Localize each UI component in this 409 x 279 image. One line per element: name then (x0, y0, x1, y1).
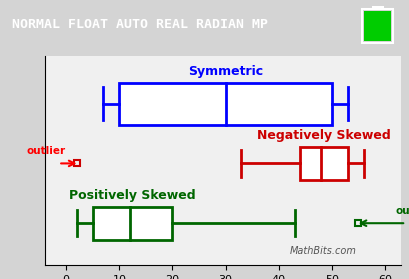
Text: Negatively Skewed: Negatively Skewed (257, 129, 391, 142)
Text: Positively Skewed: Positively Skewed (69, 189, 196, 202)
Text: NORMAL FLOAT AUTO REAL RADIAN MP: NORMAL FLOAT AUTO REAL RADIAN MP (12, 18, 268, 31)
FancyBboxPatch shape (364, 11, 391, 41)
Text: outlier: outlier (27, 146, 65, 157)
Text: Symmetric: Symmetric (188, 65, 263, 78)
Bar (300, 147, 348, 180)
Bar (93, 207, 173, 240)
Text: outlier: outlier (396, 206, 409, 216)
Text: MathBits.com: MathBits.com (289, 246, 356, 256)
Bar (119, 83, 332, 124)
FancyBboxPatch shape (372, 6, 384, 9)
